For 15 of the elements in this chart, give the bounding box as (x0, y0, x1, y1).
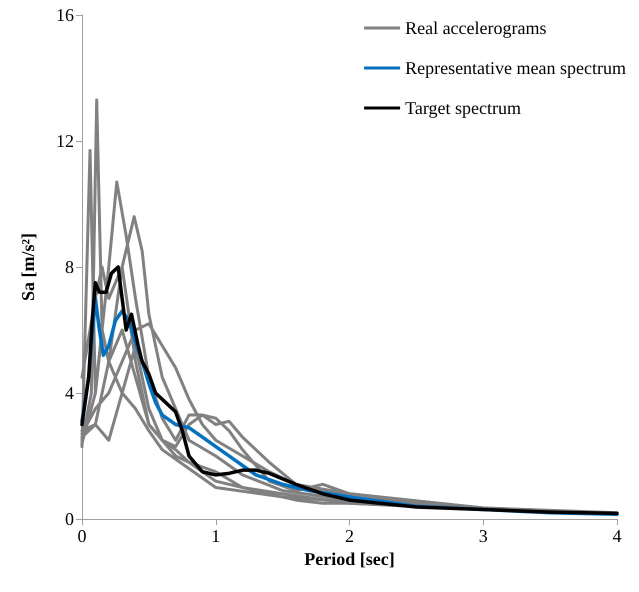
legend-label: Real accelerograms (405, 18, 547, 38)
legend-label: Target spectrum (405, 98, 521, 118)
x-tick-label: 0 (78, 526, 86, 546)
y-tick-label: 16 (56, 5, 74, 25)
x-tick-label: 2 (345, 526, 354, 546)
y-tick-label: 4 (65, 383, 74, 403)
y-tick-label: 0 (65, 509, 74, 529)
y-tick-label: 8 (65, 257, 74, 277)
y-axis-title: Sa [m/s²] (18, 233, 38, 301)
x-tick-label: 3 (478, 526, 488, 546)
legend-label: Representative mean spectrum (405, 58, 626, 78)
x-tick-label: 4 (612, 526, 622, 546)
x-axis-title: Period [sec] (304, 548, 395, 569)
x-tick-label: 1 (211, 526, 220, 546)
y-tick-label: 12 (56, 131, 74, 151)
